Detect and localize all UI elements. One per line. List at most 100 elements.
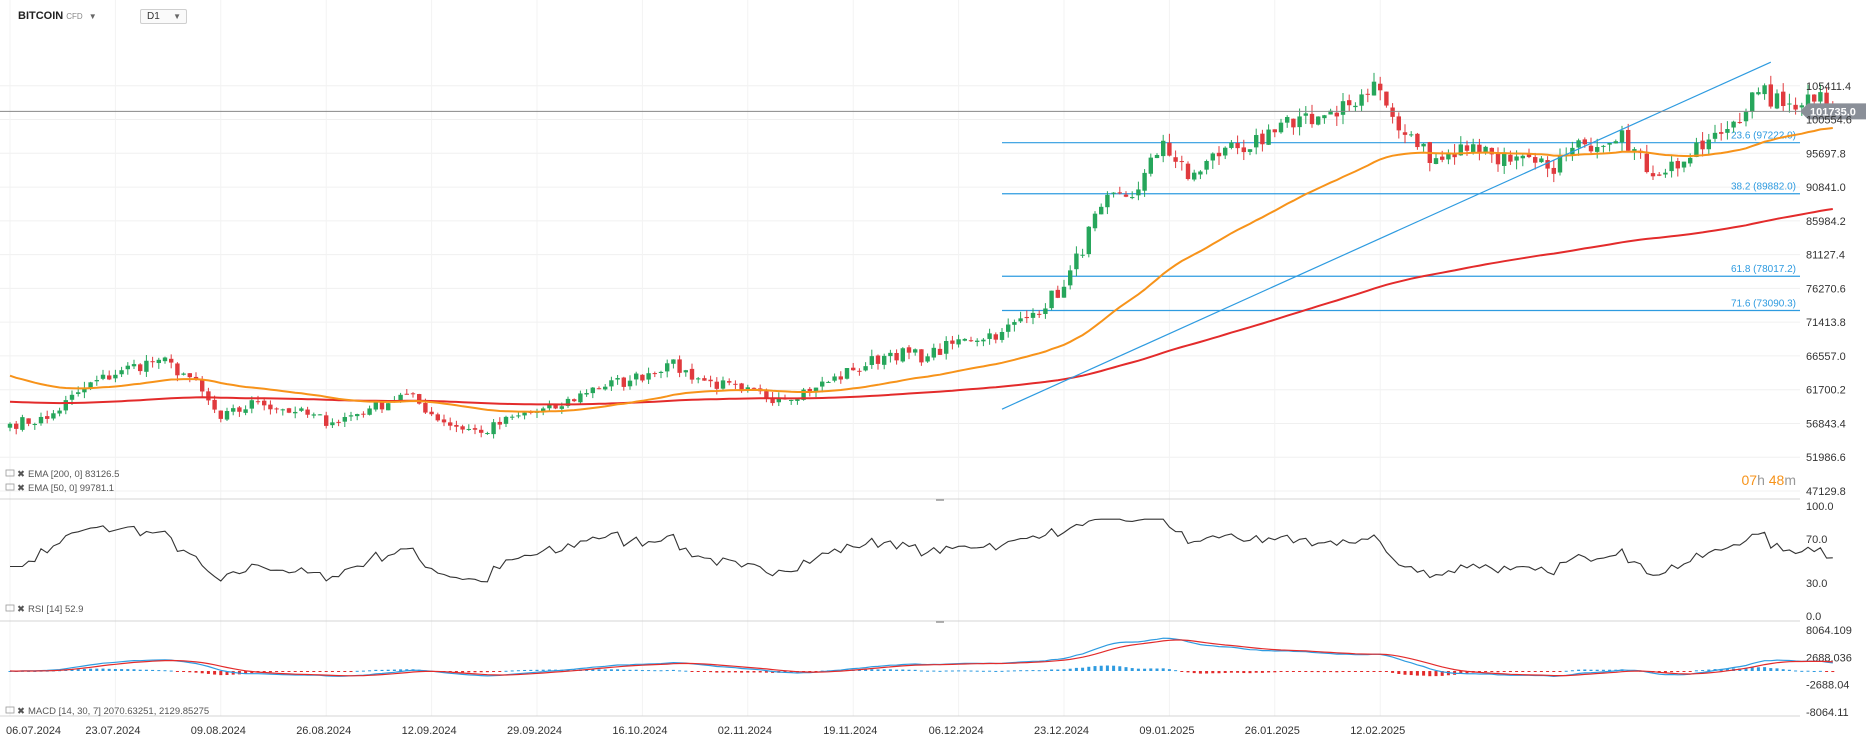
candle-body bbox=[671, 359, 676, 364]
macd-histogram-bar bbox=[535, 669, 539, 671]
bullish-candle bbox=[1080, 248, 1085, 258]
candle-body bbox=[863, 366, 868, 371]
candle-body bbox=[1136, 189, 1141, 196]
candle-body bbox=[1452, 153, 1457, 158]
bearish-candle bbox=[262, 398, 267, 411]
candle-body bbox=[26, 418, 31, 424]
symbol-selector[interactable]: BITCOIN CFD ▼ bbox=[18, 10, 97, 22]
bullish-candle bbox=[1303, 106, 1308, 124]
trend-line[interactable] bbox=[1001, 61, 1772, 410]
bullish-candle bbox=[863, 362, 868, 372]
candle-body bbox=[1768, 84, 1773, 107]
macd-histogram-bar bbox=[1539, 671, 1543, 672]
timeframe-select[interactable]: D1 ▼ bbox=[140, 9, 187, 24]
bearish-candle bbox=[937, 343, 943, 356]
macd-histogram-bar bbox=[1279, 671, 1283, 672]
bullish-candle bbox=[1092, 211, 1098, 232]
macd-histogram-bar bbox=[1242, 671, 1246, 674]
bearish-candle bbox=[1396, 112, 1401, 139]
indicator-remove-icon: ✖ bbox=[17, 469, 25, 480]
candle-body bbox=[448, 422, 453, 426]
candle-body bbox=[1421, 143, 1426, 147]
macd-histogram-bar bbox=[709, 671, 713, 673]
macd-histogram-bar bbox=[473, 671, 477, 673]
candle-body bbox=[1235, 142, 1240, 149]
candle-body bbox=[1340, 101, 1346, 115]
candle-body bbox=[1619, 130, 1625, 143]
candle-body bbox=[435, 414, 440, 421]
rsi-tick-label: 30.0 bbox=[1806, 578, 1827, 590]
macd-histogram-bar bbox=[1130, 668, 1134, 671]
bearish-candle bbox=[702, 375, 707, 381]
date-tick-label: 06.12.2024 bbox=[929, 725, 984, 737]
macd-histogram-bar bbox=[330, 671, 334, 672]
bearish-candle bbox=[1650, 165, 1656, 181]
bullish-candle bbox=[1371, 72, 1377, 96]
candle-body bbox=[138, 364, 143, 372]
macd-histogram-bar bbox=[523, 669, 527, 671]
candle-body bbox=[156, 359, 161, 364]
candle-body bbox=[1520, 155, 1525, 159]
macd-histogram-bar bbox=[1322, 671, 1326, 673]
macd-histogram-bar bbox=[696, 671, 700, 672]
candle-body bbox=[665, 363, 670, 372]
candle-body bbox=[51, 413, 56, 419]
bearish-candle bbox=[286, 407, 292, 414]
macd-histogram-bar bbox=[1298, 671, 1302, 672]
fibonacci-retracement[interactable]: 23.6 (97222.0) 38.2 (89882.0) 61.8 (78017.… bbox=[1002, 131, 1800, 312]
bullish-candle bbox=[348, 411, 354, 422]
bullish-candle bbox=[925, 353, 930, 363]
date-tick-label: 23.07.2024 bbox=[85, 725, 140, 737]
time-axis[interactable]: 06.07.2024 23.07.2024 09.08.2024 26.08.2024… bbox=[6, 725, 1405, 737]
candle-body bbox=[88, 382, 93, 388]
candle-body bbox=[739, 383, 744, 392]
macd-histogram-bar bbox=[1211, 671, 1215, 674]
candle-body bbox=[559, 406, 564, 409]
bearish-candle bbox=[1291, 118, 1296, 135]
macd-histogram-bar bbox=[399, 669, 403, 671]
candle-body bbox=[1260, 133, 1265, 145]
bullish-candle bbox=[1446, 149, 1451, 165]
macd-histogram-bar bbox=[1465, 671, 1469, 674]
bullish-candle bbox=[293, 406, 298, 419]
price-tick-label: 56843.4 bbox=[1806, 418, 1846, 430]
macd-histogram-bar bbox=[752, 671, 756, 673]
macd-signal-line bbox=[9, 639, 1833, 677]
candle-body bbox=[1353, 105, 1358, 108]
candle-body bbox=[1309, 113, 1315, 125]
last-price-tag bbox=[1800, 103, 1866, 120]
bullish-candle bbox=[720, 376, 726, 390]
macd-histogram-bar bbox=[1006, 670, 1010, 672]
candle-body bbox=[789, 399, 794, 401]
macd-histogram-bar bbox=[1391, 671, 1395, 673]
macd-histogram-bar bbox=[1019, 670, 1023, 672]
candle-body bbox=[144, 360, 149, 372]
macd-histogram-bar bbox=[1546, 671, 1550, 672]
macd-histogram-bar bbox=[988, 670, 992, 672]
chevron-down-icon[interactable]: ▼ bbox=[88, 12, 97, 21]
price-axis[interactable]: 105411.4 100554.6 95697.8 90841.0 85984.2 811… bbox=[1806, 81, 1852, 498]
candle-body bbox=[677, 359, 682, 373]
chevron-down-icon: ▼ bbox=[173, 12, 181, 21]
candle-body bbox=[503, 416, 509, 424]
macd-histogram-bar bbox=[380, 669, 384, 671]
candle-body bbox=[1613, 141, 1618, 144]
candle-body bbox=[237, 407, 242, 412]
bearish-candle bbox=[1334, 105, 1339, 126]
macd-histogram-bar bbox=[312, 671, 316, 672]
bearish-candle bbox=[1719, 123, 1724, 141]
macd-histogram-bar bbox=[1316, 671, 1320, 673]
bullish-candle bbox=[1030, 308, 1036, 325]
candle-body bbox=[1142, 172, 1147, 191]
macd-histogram-bar bbox=[609, 669, 613, 671]
price-tick-label: 100554.6 bbox=[1806, 115, 1852, 127]
macd-histogram-bar bbox=[405, 669, 409, 671]
bullish-candle bbox=[627, 375, 633, 390]
macd-histogram-bar bbox=[684, 670, 688, 672]
bearish-candle bbox=[1037, 310, 1042, 318]
macd-histogram-bar bbox=[529, 669, 533, 671]
macd-histogram-bar bbox=[120, 669, 124, 671]
macd-histogram-bar bbox=[1180, 671, 1184, 672]
macd-histogram-bar bbox=[746, 671, 750, 673]
